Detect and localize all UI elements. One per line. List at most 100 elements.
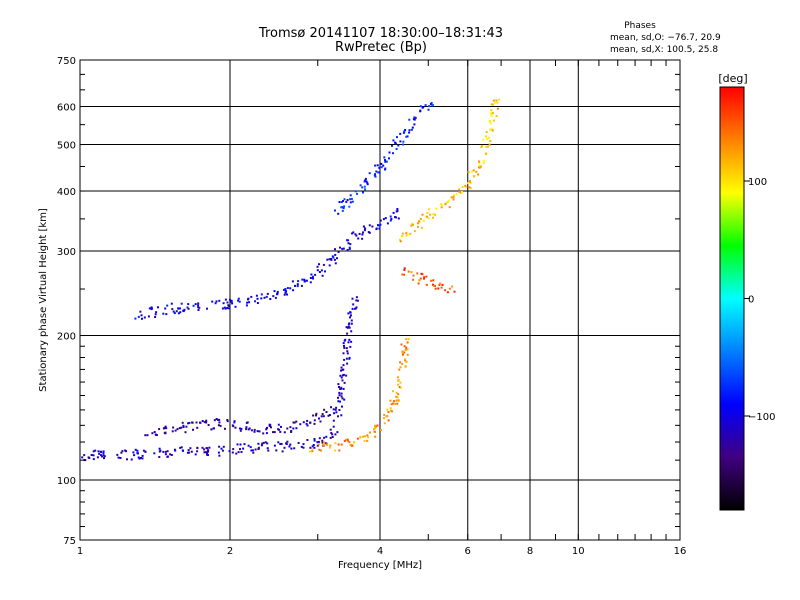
data-point: [133, 454, 136, 457]
data-point: [312, 414, 315, 417]
data-point: [460, 191, 463, 193]
data-point: [235, 452, 238, 455]
data-point: [392, 211, 395, 214]
data-point: [395, 399, 398, 402]
data-point: [398, 238, 401, 241]
data-point: [260, 293, 263, 296]
data-point: [92, 458, 95, 461]
data-point: [405, 346, 408, 349]
data-point: [236, 443, 239, 446]
y-tick-label: 200: [57, 332, 76, 343]
data-point: [303, 280, 306, 283]
data-point: [313, 438, 316, 440]
data-point: [417, 282, 420, 285]
data-point: [97, 450, 100, 453]
data-point: [343, 358, 346, 361]
data-point: [417, 225, 419, 228]
data-point: [181, 421, 184, 424]
data-point: [467, 182, 470, 185]
data-point: [245, 304, 248, 307]
data-point: [347, 239, 350, 242]
data-point: [141, 317, 143, 320]
data-point: [268, 425, 271, 427]
data-point: [407, 338, 410, 341]
data-point: [342, 364, 345, 367]
data-point: [368, 172, 371, 175]
data-point: [308, 450, 311, 453]
data-point: [216, 418, 219, 421]
data-point: [290, 447, 293, 450]
data-point: [257, 446, 260, 449]
data-point: [376, 424, 379, 427]
data-point: [246, 301, 249, 304]
data-point: [140, 314, 143, 317]
data-point: [283, 288, 285, 291]
data-point: [399, 386, 402, 389]
data-point: [366, 183, 369, 186]
data-point: [451, 285, 454, 288]
data-point: [478, 166, 481, 169]
data-point: [405, 232, 408, 235]
data-point: [412, 278, 415, 281]
x-tick-label: 6: [465, 546, 471, 557]
data-point: [388, 157, 390, 160]
data-point: [165, 313, 168, 316]
data-point: [366, 181, 369, 184]
data-point: [393, 400, 395, 403]
data-point: [446, 200, 449, 203]
data-point: [351, 307, 354, 310]
data-point: [382, 164, 385, 167]
data-point: [234, 426, 237, 429]
data-point: [340, 201, 343, 204]
data-point: [407, 270, 410, 273]
data-point: [445, 202, 448, 205]
data-point: [320, 449, 323, 452]
data-point: [252, 451, 255, 454]
data-point: [396, 209, 399, 212]
data-point: [343, 344, 345, 347]
data-point: [343, 205, 346, 208]
data-point: [365, 180, 368, 183]
data-point: [332, 408, 335, 411]
data-point: [333, 412, 336, 415]
data-point: [180, 302, 183, 305]
data-point: [321, 413, 324, 416]
grid-lines: [80, 60, 680, 540]
data-point: [429, 103, 432, 106]
data-point: [134, 448, 137, 451]
data-point: [391, 144, 393, 147]
data-point: [321, 441, 324, 444]
data-point: [341, 247, 344, 250]
data-point: [204, 451, 207, 454]
data-point: [395, 395, 398, 398]
data-point: [219, 424, 222, 427]
data-point: [367, 436, 370, 439]
data-point: [187, 422, 190, 425]
data-point: [188, 451, 191, 454]
data-point: [334, 209, 336, 212]
data-point: [416, 272, 419, 275]
data-point: [342, 247, 345, 250]
data-point: [441, 204, 444, 207]
data-point: [206, 307, 208, 310]
data-point: [281, 450, 284, 453]
data-point: [272, 295, 275, 298]
data-point: [379, 223, 382, 226]
data-point: [279, 430, 282, 433]
data-point: [224, 427, 226, 430]
data-point: [418, 220, 421, 223]
x-tick-label: 1: [77, 546, 83, 557]
data-point: [396, 402, 399, 405]
data-point: [384, 217, 387, 220]
data-point: [227, 304, 230, 307]
data-point: [349, 194, 352, 197]
data-point: [453, 290, 456, 293]
data-point: [121, 450, 124, 453]
data-point: [389, 219, 392, 222]
data-point: [83, 454, 86, 457]
data-point: [92, 450, 95, 453]
data-point: [277, 441, 280, 444]
data-point: [489, 112, 492, 115]
data-point: [421, 213, 424, 216]
data-point: [197, 302, 200, 305]
